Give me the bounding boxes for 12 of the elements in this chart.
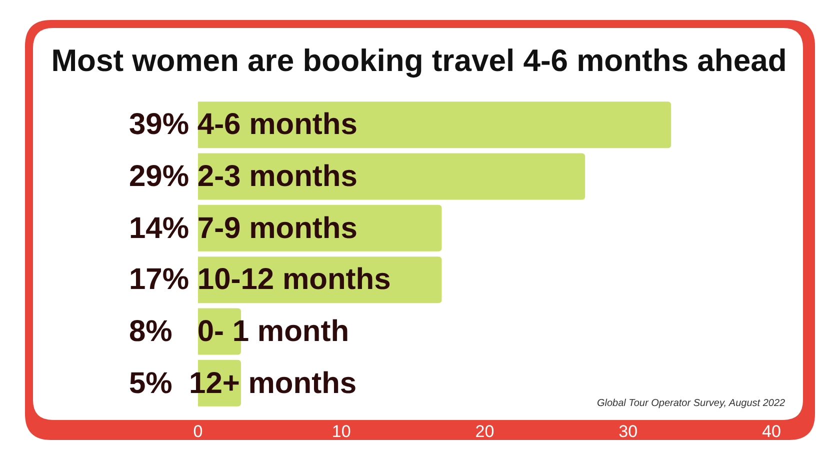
bar: [198, 153, 586, 200]
y-tick-label: 17% 10-12 months: [129, 263, 391, 296]
y-tick-label: 14% 7-9 months: [129, 212, 358, 245]
x-tick-label: 30: [618, 422, 638, 441]
x-tick-label: 20: [475, 422, 494, 441]
x-tick-label: 0: [193, 422, 203, 441]
y-tick-label: 29% 2-3 months: [129, 160, 358, 193]
bar: [198, 102, 672, 148]
x-tick-label: 10: [332, 422, 351, 441]
chart-title: Most women are booking travel 4-6 months ahead: [51, 42, 787, 78]
annotation: Global Tour Operator Survey, August 2022: [597, 398, 786, 409]
x-tick-label: 40: [762, 422, 781, 441]
